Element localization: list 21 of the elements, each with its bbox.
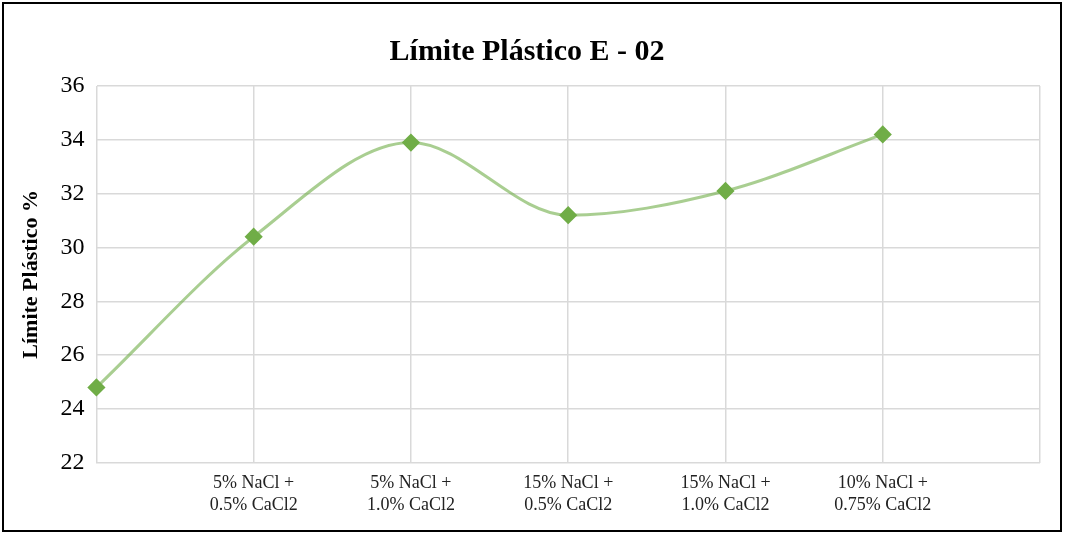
y-tick-label: 30 [60, 232, 85, 259]
point [716, 182, 734, 200]
point [402, 134, 420, 152]
x-tick-label: 5% NaCl + 1.0% CaCl2 [366, 472, 455, 514]
y-tick-label: 32 [60, 178, 85, 205]
x-tick-label: 15% NaCl + 0.5% CaCl2 [523, 472, 614, 514]
x-tick-label: 10% NaCl + 0.75% CaCl2 [834, 472, 932, 514]
x-tick-label: 5% NaCl + 0.5% CaCl2 [209, 472, 298, 514]
y-tick-label: 22 [60, 448, 85, 475]
point [245, 228, 263, 246]
y-tick-label: 24 [60, 394, 85, 421]
y-tick-label: 36 [60, 71, 85, 98]
y-tick-label: 26 [60, 340, 85, 367]
x-tick-label: 15% NaCl + 1.0% CaCl2 [680, 472, 771, 514]
point [559, 206, 577, 224]
point [874, 125, 892, 143]
chart-title: Límite Plástico E - 02 [389, 32, 665, 66]
point [87, 378, 105, 396]
y-tick-label: 28 [60, 286, 85, 313]
y-tick-label: 34 [60, 125, 85, 152]
y-axis-title: Límite Plástico % [16, 190, 42, 359]
